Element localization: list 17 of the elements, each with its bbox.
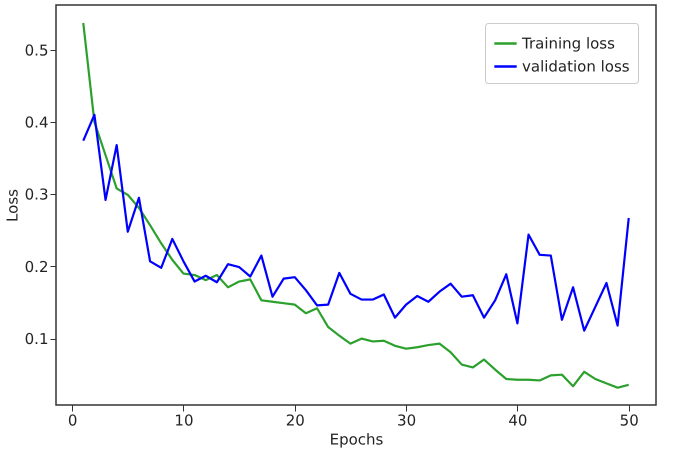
line-series <box>82 114 630 332</box>
x-tick-label: 30 <box>397 412 416 430</box>
x-axis-title: Epochs <box>330 430 384 448</box>
y-tick-label: 0.2 <box>24 258 48 276</box>
y-tick-label: 0.3 <box>24 186 48 204</box>
legend-label: Training loss <box>521 34 616 52</box>
y-tick-label: 0.5 <box>24 41 48 60</box>
x-tick-label: 10 <box>174 412 194 430</box>
x-tick-label: 0 <box>68 412 78 430</box>
line-series <box>82 22 630 389</box>
legend-label: validation loss <box>522 58 630 76</box>
y-tick-label: 0.1 <box>24 330 48 348</box>
y-axis-title: Loss <box>4 188 22 222</box>
x-tick-label: 40 <box>508 412 528 430</box>
x-tick-label: 20 <box>286 412 305 430</box>
y-tick-label: 0.4 <box>24 113 48 132</box>
x-tick-label: 50 <box>620 412 639 430</box>
